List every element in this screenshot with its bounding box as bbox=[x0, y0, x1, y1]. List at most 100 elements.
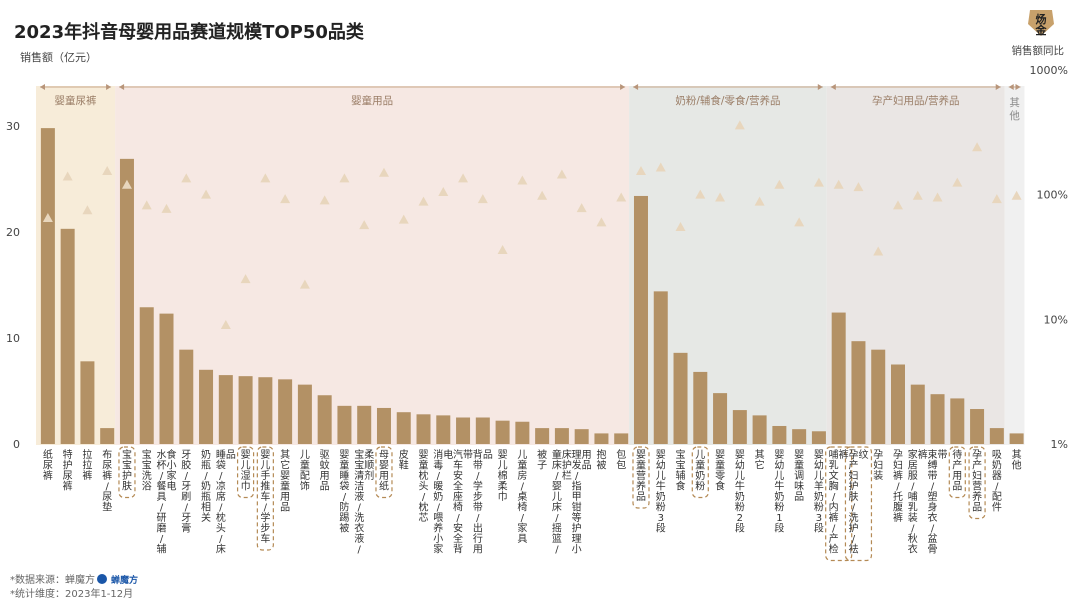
category-label: 母婴用纸 bbox=[379, 449, 389, 493]
svg-text:带: 带 bbox=[938, 449, 948, 461]
group-label: 婴童用品 bbox=[351, 94, 393, 107]
svg-text:电: 电 bbox=[443, 448, 453, 461]
yoy-marker bbox=[853, 182, 864, 192]
bar bbox=[297, 384, 312, 444]
svg-text:婴儿棉柔巾: 婴儿棉柔巾 bbox=[498, 449, 508, 503]
svg-text:儿童房/桌椅/家具: 儿童房/桌椅/家具 bbox=[517, 449, 527, 545]
category-label: 吸奶器/配件 bbox=[992, 450, 1002, 514]
bar bbox=[495, 420, 510, 444]
category-label: 其它 bbox=[755, 449, 765, 472]
y-tick-label: 10 bbox=[6, 332, 20, 345]
category-label: 纸尿裤 bbox=[43, 448, 53, 482]
yoy-marker bbox=[596, 217, 607, 227]
bar bbox=[238, 376, 253, 444]
svg-text:孕产妇营养品: 孕产妇营养品 bbox=[972, 449, 982, 514]
bar bbox=[159, 313, 174, 444]
svg-text:裤: 裤 bbox=[839, 448, 849, 461]
bar bbox=[890, 364, 905, 444]
yoy-marker bbox=[754, 196, 765, 206]
svg-text:奶瓶/奶瓶相关: 奶瓶/奶瓶相关 bbox=[201, 449, 211, 524]
arrow-left-icon bbox=[1008, 84, 1014, 90]
y-axis-title: 销售额（亿元） bbox=[20, 51, 97, 64]
bar bbox=[653, 291, 668, 444]
bar-series bbox=[40, 128, 1024, 445]
yoy-marker bbox=[635, 165, 646, 175]
category-label: 宝宝洗浴 bbox=[142, 448, 152, 493]
arrow-right-icon bbox=[106, 84, 112, 90]
yoy-marker bbox=[378, 167, 389, 177]
highlight-box bbox=[632, 446, 650, 509]
arrow-right-icon bbox=[1015, 84, 1021, 90]
svg-text:水杯/餐具/研磨/辅: 水杯/餐具/研磨/辅 bbox=[157, 449, 167, 556]
svg-text:母婴用纸: 母婴用纸 bbox=[379, 449, 389, 493]
svg-text:童床/婴儿床/摇篮/: 童床/婴儿床/摇篮/ bbox=[552, 448, 562, 556]
bar bbox=[139, 307, 154, 444]
category-label: 待产用品 bbox=[952, 448, 962, 493]
svg-text:纸尿裤: 纸尿裤 bbox=[43, 448, 53, 482]
svg-text:婴儿手推车/学步车: 婴儿手推车/学步车 bbox=[260, 449, 270, 545]
yoy-marker bbox=[833, 179, 844, 189]
bar bbox=[199, 369, 214, 444]
y-tick-label: 30 bbox=[6, 120, 20, 133]
svg-text:孕产妇护肤/洗护/祛: 孕产妇护肤/洗护/祛 bbox=[848, 449, 858, 556]
svg-text:宝宝辅食: 宝宝辅食 bbox=[676, 448, 686, 493]
svg-text:婴童调味品: 婴童调味品 bbox=[794, 449, 804, 503]
yoy-marker bbox=[517, 175, 528, 185]
bar bbox=[475, 417, 490, 444]
category-label: 婴童睡袋/防踢被 bbox=[339, 449, 349, 535]
bar bbox=[376, 407, 391, 444]
svg-text:宝宝洗浴: 宝宝洗浴 bbox=[142, 448, 152, 493]
svg-text:汽车安全座椅/安全背: 汽车安全座椅/安全背 bbox=[453, 448, 463, 556]
bar bbox=[179, 349, 194, 444]
bar bbox=[535, 428, 550, 444]
yoy-marker bbox=[774, 179, 785, 189]
highlight-box bbox=[844, 446, 873, 562]
category-label: 哺乳文胸/内裤/产检裤 bbox=[829, 448, 849, 556]
svg-text:品: 品 bbox=[483, 449, 493, 461]
category-label: 孕产妇营养品 bbox=[972, 449, 982, 514]
svg-text:皮鞋: 皮鞋 bbox=[399, 448, 409, 472]
yoy-marker bbox=[339, 173, 350, 183]
bar bbox=[792, 429, 807, 444]
bar bbox=[436, 415, 451, 444]
yoy-marker bbox=[102, 165, 113, 175]
bar bbox=[80, 361, 95, 444]
yoy-marker bbox=[794, 217, 805, 227]
svg-text:其它婴童用品: 其它婴童用品 bbox=[280, 449, 290, 514]
yoy-marker bbox=[655, 162, 666, 172]
bar bbox=[811, 431, 826, 444]
yoy-marker bbox=[260, 173, 271, 183]
svg-text:婴童零食: 婴童零食 bbox=[715, 449, 725, 493]
category-label: 家居服/哺乳装/秋衣裤 bbox=[908, 448, 928, 556]
yoy-marker bbox=[734, 120, 745, 130]
yoy-marker bbox=[912, 190, 923, 200]
bar bbox=[673, 352, 688, 444]
bar bbox=[989, 428, 1004, 444]
yoy-marker bbox=[121, 179, 132, 189]
bar bbox=[713, 393, 728, 444]
svg-text:驱蚊用品: 驱蚊用品 bbox=[320, 449, 330, 493]
category-label: 婴幼儿牛奶粉 1 段 bbox=[774, 449, 784, 535]
bar bbox=[594, 433, 609, 444]
yoy-marker bbox=[952, 177, 963, 187]
svg-text:带: 带 bbox=[463, 449, 473, 461]
svg-text:其他: 其他 bbox=[1012, 449, 1022, 472]
category-label: 其它婴童用品 bbox=[280, 449, 290, 514]
yoy-marker bbox=[319, 195, 330, 205]
svg-text:床护栏: 床护栏 bbox=[562, 448, 572, 482]
yoy-marker bbox=[497, 244, 508, 254]
yoy-marker bbox=[1011, 190, 1022, 200]
arrow-right-icon bbox=[995, 84, 1001, 90]
bar bbox=[40, 128, 55, 444]
svg-text:被子: 被子 bbox=[537, 448, 547, 472]
category-label: 孕产妇护肤/洗护/祛纹 bbox=[848, 448, 868, 556]
svg-text:孕妇裤/托腹裤: 孕妇裤/托腹裤 bbox=[893, 449, 903, 524]
group-band bbox=[1004, 86, 1025, 445]
category-label: 儿童配饰 bbox=[300, 449, 310, 493]
yoy-marker bbox=[220, 320, 231, 330]
yoy-marker bbox=[695, 189, 706, 199]
svg-text:布尿裤/尿垫: 布尿裤/尿垫 bbox=[102, 449, 112, 514]
yoy-marker bbox=[299, 279, 310, 289]
highlight-box bbox=[691, 446, 709, 499]
